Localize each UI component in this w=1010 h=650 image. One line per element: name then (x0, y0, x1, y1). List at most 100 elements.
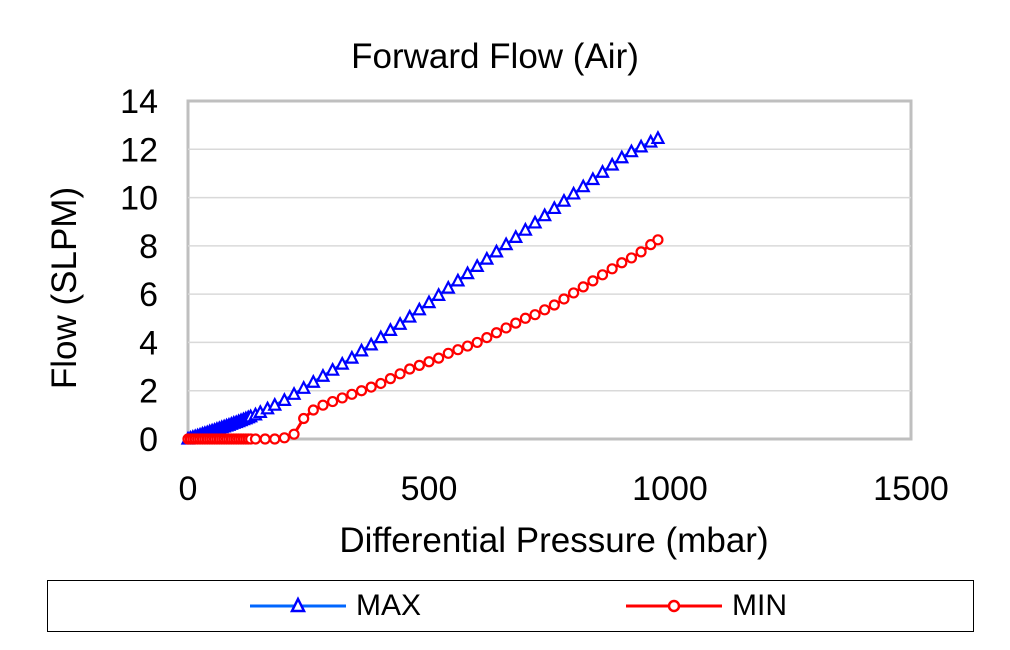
data-point-max (489, 243, 504, 258)
legend-marker-min (626, 599, 722, 613)
data-point-min (269, 433, 281, 445)
legend-item-max: MAX (248, 581, 421, 631)
data-point-max (479, 250, 495, 265)
legend-label-min: MIN (732, 589, 787, 622)
y-tick-label: 12 (120, 131, 158, 169)
data-point-min (558, 293, 570, 305)
data-point-min (365, 381, 377, 393)
data-point-min (355, 385, 368, 397)
y-axis-label: Flow (SLPM) (45, 187, 84, 389)
data-point-min (433, 352, 445, 364)
y-tick-labels: 0 2 4 6 8 10 12 14 (120, 83, 158, 459)
data-point-min (384, 373, 397, 385)
data-point-max (566, 185, 581, 200)
legend-marker-max (250, 596, 346, 613)
legend: MAX MIN (47, 580, 974, 632)
series-group (180, 130, 666, 445)
x-axis-label: Differential Pressure (mbar) (339, 521, 768, 560)
data-point-min (606, 263, 618, 275)
data-point-min (317, 399, 329, 411)
data-point-min (616, 257, 628, 269)
data-point-min (529, 309, 541, 321)
data-point-min (442, 347, 454, 359)
data-point-min (336, 392, 348, 404)
data-point-min (500, 322, 512, 334)
data-point-min (413, 359, 425, 371)
data-point-max (373, 329, 389, 344)
x-tick-labels: 0 500 1000 1500 (179, 470, 949, 508)
data-point-max (450, 272, 466, 287)
x-tick-label: 500 (401, 470, 458, 508)
data-point-max (421, 294, 437, 309)
data-point-min (278, 432, 290, 444)
data-point-max (575, 178, 591, 193)
x-tick-label: 1000 (632, 470, 708, 508)
data-point-min (346, 388, 358, 400)
data-point-max (267, 396, 283, 411)
data-point-max (527, 214, 543, 229)
data-point-min (596, 269, 609, 281)
y-tick-label: 14 (120, 83, 158, 121)
x-tick-label: 0 (179, 470, 198, 508)
data-point-min (635, 246, 647, 258)
data-point-min (259, 433, 271, 445)
data-point-min (298, 412, 310, 425)
data-point-max (402, 308, 418, 323)
data-point-max (498, 236, 514, 251)
data-point-min (423, 356, 435, 368)
data-point-min (625, 252, 638, 264)
data-point-max (633, 138, 649, 153)
data-point-min (519, 312, 532, 324)
legend-item-min: MIN (624, 581, 787, 631)
y-tick-label: 2 (139, 373, 158, 411)
y-tick-label: 8 (139, 228, 158, 266)
series-min (182, 234, 664, 445)
data-point-min (307, 404, 319, 416)
y-tick-label: 4 (139, 324, 158, 362)
legend-label-max: MAX (356, 589, 422, 622)
data-point-max (547, 200, 562, 215)
data-point-min (490, 327, 503, 339)
y-tick-label: 10 (120, 180, 158, 218)
data-point-min (587, 275, 599, 287)
data-point-min (327, 395, 339, 408)
data-point-min (288, 428, 300, 440)
data-point-max (624, 143, 639, 158)
data-point-min (652, 234, 664, 246)
gridlines (188, 148, 911, 392)
plot-area (186, 99, 913, 441)
data-point-min (249, 433, 262, 445)
data-point-min (404, 363, 416, 375)
data-point-min (471, 336, 483, 349)
data-point-min (394, 368, 406, 380)
data-point-max (604, 156, 620, 171)
y-tick-label: 0 (139, 421, 158, 459)
data-point-min (539, 304, 551, 316)
data-point-max (650, 130, 666, 145)
data-point-max (344, 349, 360, 364)
data-point-max (556, 192, 572, 207)
data-point-max (363, 336, 379, 351)
data-point-max (518, 221, 533, 236)
data-point-min (567, 287, 580, 299)
chart-canvas: Forward Flow (Air) 0 2 4 6 8 10 12 14 0 500 1000 1… (45, 37, 949, 560)
data-point-max (469, 258, 485, 272)
data-point-min (481, 332, 493, 344)
data-point-min (577, 281, 589, 293)
data-point-max (585, 171, 601, 186)
data-point-min (510, 317, 522, 329)
data-point-max (460, 265, 475, 280)
data-point-min (461, 340, 474, 352)
data-point-min (375, 377, 387, 390)
data-point-max (392, 315, 408, 330)
chart-title: Forward Flow (Air) (351, 37, 639, 76)
y-tick-label: 6 (139, 276, 158, 314)
data-point-min (452, 344, 464, 356)
data-point-max (537, 207, 552, 222)
data-point-max (508, 229, 524, 244)
data-point-max (595, 163, 610, 178)
data-point-max (412, 301, 427, 316)
data-point-min (548, 299, 560, 311)
data-point-max (440, 279, 456, 294)
x-tick-label: 1500 (873, 470, 949, 508)
